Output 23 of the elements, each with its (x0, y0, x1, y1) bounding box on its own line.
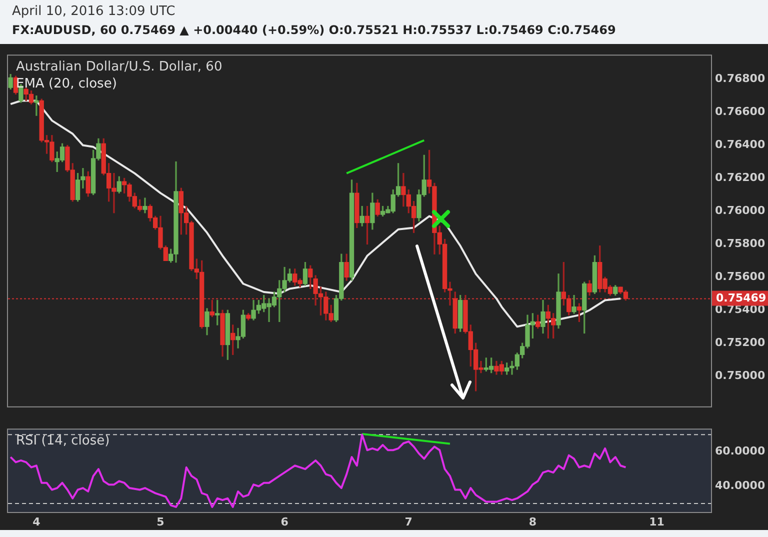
chart-title: Australian Dollar/U.S. Dollar, 60 (16, 60, 222, 75)
chart-title: RSI (14, close) (16, 434, 110, 449)
x-tick-label: 11 (649, 515, 664, 528)
y-tick-label: 0.76000 (715, 204, 766, 218)
y-tick-label: 0.76400 (715, 138, 766, 152)
candlestick (34, 95, 39, 116)
ref-line-label: 0.75469 (716, 292, 766, 305)
text: April 10, 2016 13:09 UTC (12, 4, 176, 19)
x-tick-label: 6 (280, 515, 289, 528)
y-tick-label: 0.75200 (715, 336, 766, 349)
y-tick-label: 0.76800 (715, 72, 766, 86)
x-tick-label: 8 (528, 515, 536, 528)
y-tick-label: 0.75000 (715, 368, 766, 382)
y-tick-label: 0.76200 (715, 171, 766, 184)
x-tick-label: 7 (404, 515, 412, 528)
chart-subtitle: FX:AUDUSD, 60 0.75469 ▲ +0.00440 (+0.59%) O:0.75521 H:0.75537 L:0.75469 C:0.75469 (12, 23, 616, 37)
y-tick-label: 0.75600 (715, 270, 766, 284)
y-tick-label: 0.75800 (715, 237, 766, 250)
y-tick-label: 40.0000 (715, 479, 766, 492)
x-tick-label: 5 (156, 515, 164, 528)
x-tick-label: 4 (32, 515, 41, 528)
y-tick-label: 0.76600 (715, 105, 766, 118)
y-tick-label: 60.0000 (715, 444, 766, 458)
